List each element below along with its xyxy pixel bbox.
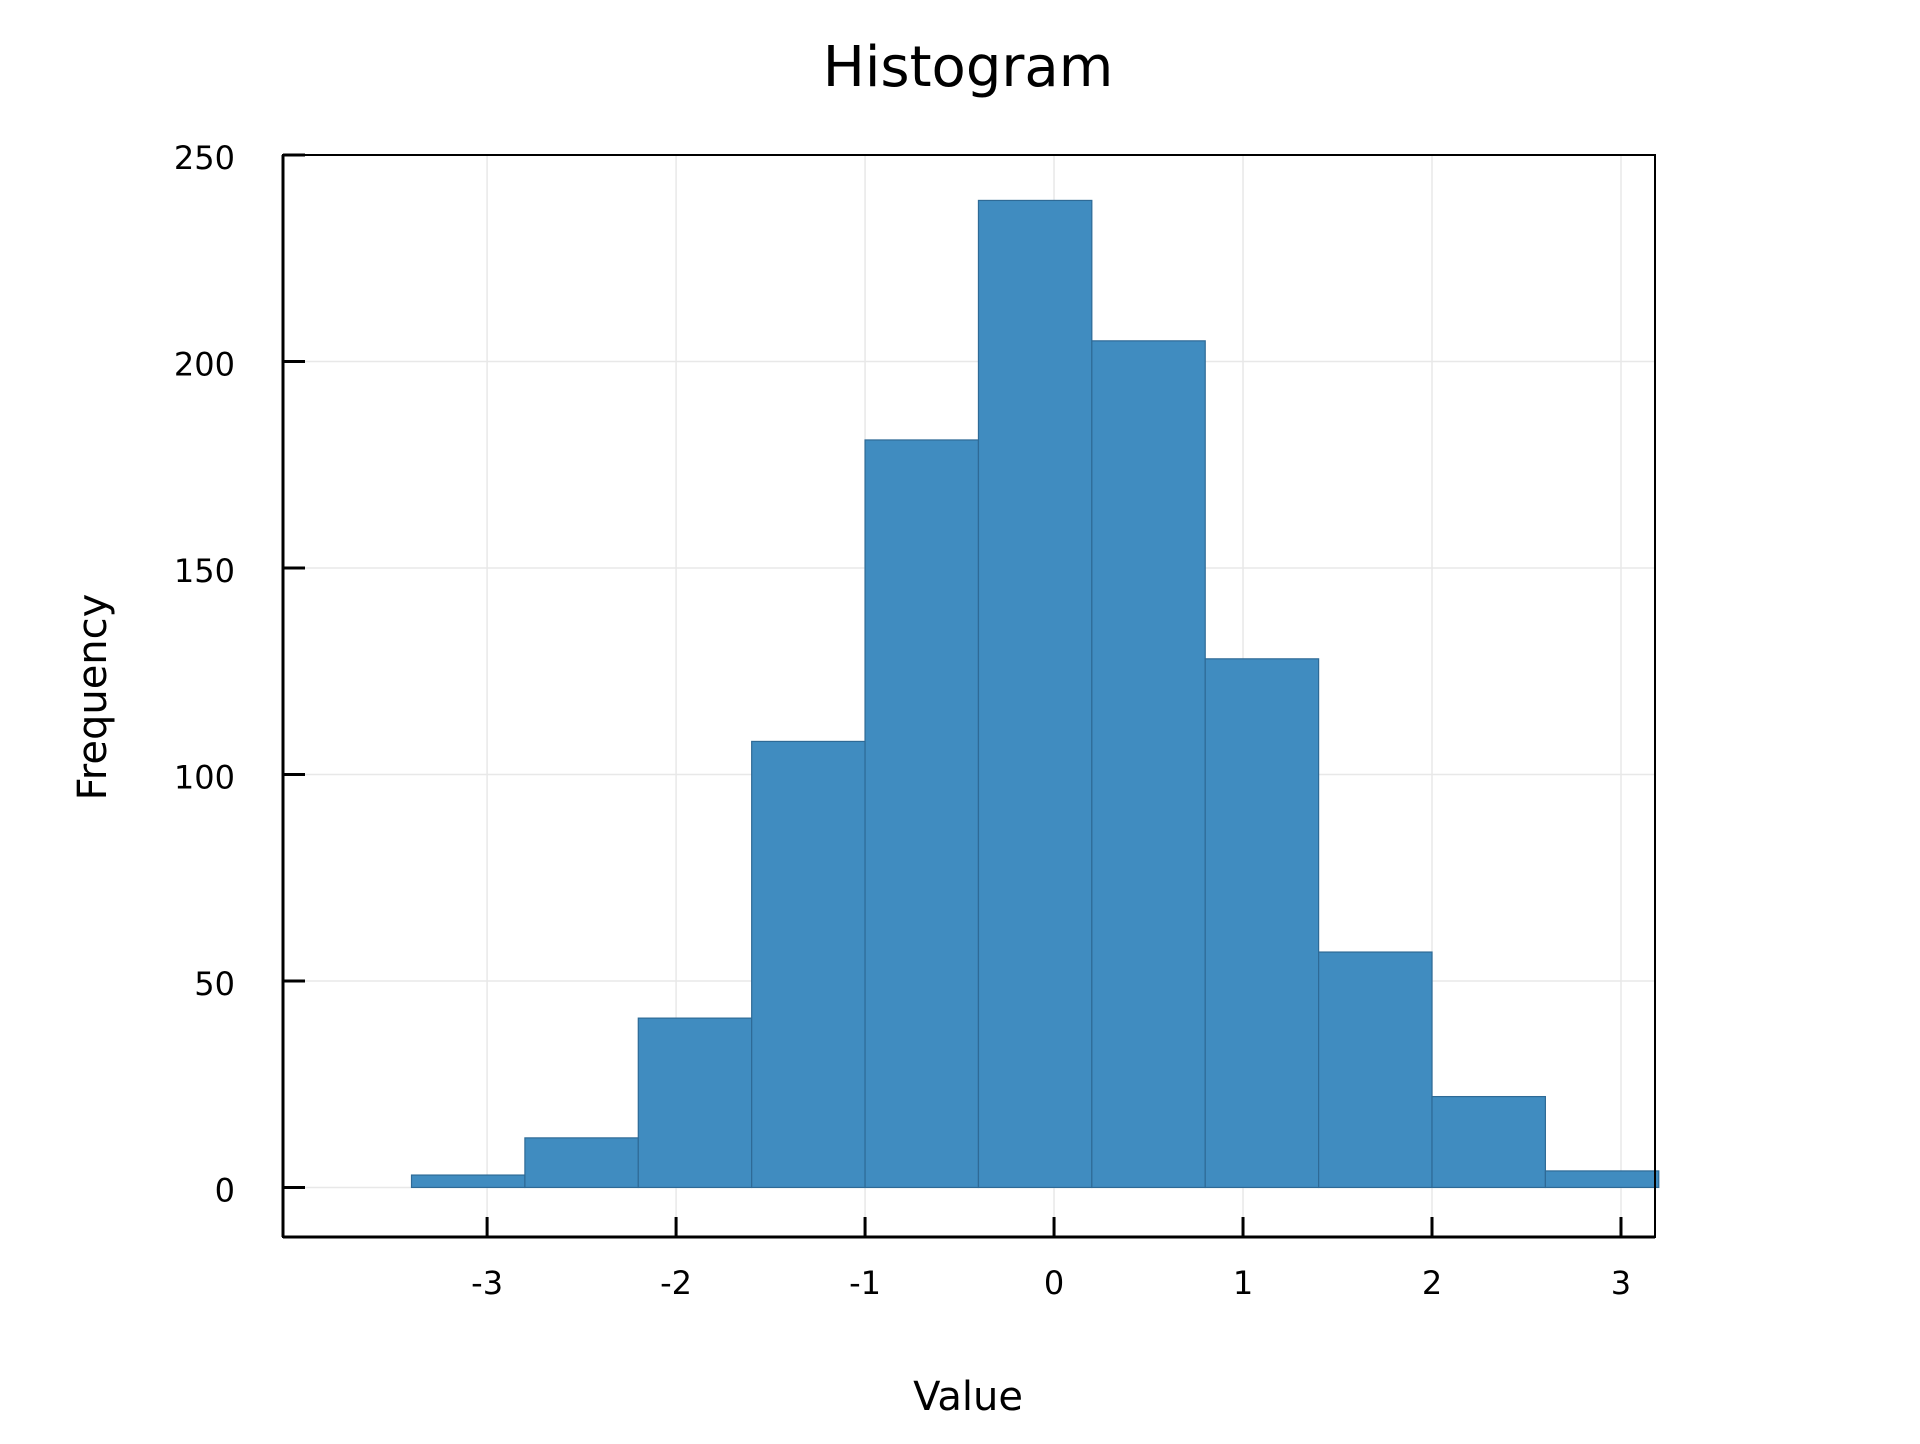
x-tick-label: -1 bbox=[849, 1264, 881, 1302]
y-tick-label: 0 bbox=[215, 1171, 235, 1209]
x-tick-label: 3 bbox=[1611, 1264, 1631, 1302]
y-tick-label: 200 bbox=[174, 345, 235, 383]
bar-layer bbox=[410, 199, 1660, 1189]
histogram-bar bbox=[1318, 951, 1433, 1189]
x-tick-label: -2 bbox=[660, 1264, 692, 1302]
histogram-bar bbox=[1204, 658, 1320, 1189]
x-tick-label: 2 bbox=[1422, 1264, 1442, 1302]
x-tick-label: -3 bbox=[471, 1264, 503, 1302]
y-axis-label: Frequency bbox=[70, 594, 116, 801]
histogram-bar bbox=[977, 199, 1093, 1189]
x-axis-label: Value bbox=[913, 1374, 1023, 1420]
y-tick-label: 150 bbox=[174, 552, 235, 590]
x-tick-label: 0 bbox=[1044, 1264, 1064, 1302]
histogram-bar bbox=[751, 740, 866, 1189]
histogram-bar bbox=[1544, 1170, 1660, 1189]
tick-layer: -3 -2 -1 0 1 2 3 0 50 100 150 200 250 bbox=[174, 139, 1631, 1302]
histogram-bar bbox=[1091, 340, 1206, 1189]
x-tick-label: 1 bbox=[1233, 1264, 1253, 1302]
histogram-bar bbox=[524, 1137, 639, 1189]
y-tick-label: 100 bbox=[174, 758, 235, 796]
histogram-bar bbox=[410, 1174, 526, 1189]
histogram-bar bbox=[637, 1017, 753, 1189]
y-tick-label: 250 bbox=[174, 139, 235, 177]
axis-layer bbox=[281, 154, 1656, 1239]
histogram-bar bbox=[1431, 1095, 1546, 1189]
histogram-bar bbox=[864, 439, 980, 1189]
y-tick-label: 50 bbox=[194, 965, 235, 1003]
chart-title: Histogram bbox=[823, 35, 1114, 100]
